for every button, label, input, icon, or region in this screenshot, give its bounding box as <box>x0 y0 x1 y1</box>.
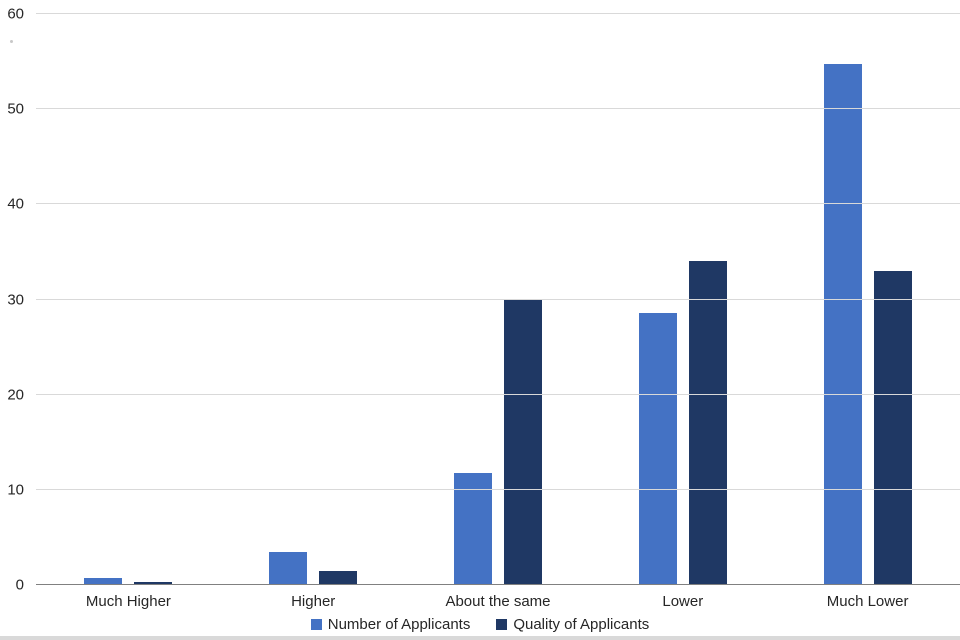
gridline <box>36 13 960 14</box>
legend: Number of Applicants Quality of Applicant… <box>0 615 960 633</box>
bar <box>134 582 173 585</box>
y-tick-label: 20 <box>7 386 24 404</box>
x-tick-label: Higher <box>291 593 336 610</box>
legend-label: Quality of Applicants <box>513 615 650 633</box>
x-tick-label: Much Higher <box>85 593 171 610</box>
bar <box>638 312 677 585</box>
artifact-dot <box>10 40 13 43</box>
y-tick-label: 40 <box>7 195 24 213</box>
bar-group <box>775 14 960 585</box>
gridline <box>36 108 960 110</box>
x-axis-line <box>36 584 960 585</box>
gridline <box>36 203 960 205</box>
y-tick-label: 10 <box>7 481 24 499</box>
y-tick-label: 30 <box>7 291 24 308</box>
bar <box>84 578 123 585</box>
legend-item: Quality of Applicants <box>496 616 649 633</box>
x-tick-label: Much Lower <box>826 593 909 610</box>
gridline <box>36 298 960 300</box>
y-tick-label: 50 <box>7 100 24 118</box>
bar-groups <box>36 14 960 585</box>
gridline <box>36 393 960 395</box>
bar-group <box>406 14 591 585</box>
x-tick-label: Lower <box>662 593 704 610</box>
x-tick-label: About the same <box>445 593 551 610</box>
legend-swatch <box>496 618 508 630</box>
legend-label: Number of Applicants <box>327 615 471 633</box>
bar <box>269 551 308 585</box>
x-axis-labels: Much Higher Higher About the same Lower Much… <box>36 592 960 612</box>
bar <box>688 261 727 585</box>
bar <box>823 64 862 585</box>
bottom-strip <box>0 636 960 640</box>
bar <box>873 270 912 585</box>
bar-group <box>590 14 775 585</box>
bar <box>453 472 492 585</box>
legend-swatch <box>310 618 322 630</box>
bar-group <box>36 14 221 585</box>
plot-area <box>36 13 960 585</box>
bar <box>319 570 358 585</box>
y-axis-labels: 0 10 20 30 40 50 60 <box>0 7 30 593</box>
y-tick-label: 0 <box>15 576 24 594</box>
bar-group <box>221 14 406 585</box>
y-tick-label: 60 <box>7 5 24 23</box>
gridline <box>36 488 960 490</box>
legend-item: Number of Applicants <box>310 615 471 633</box>
bar <box>503 299 542 585</box>
